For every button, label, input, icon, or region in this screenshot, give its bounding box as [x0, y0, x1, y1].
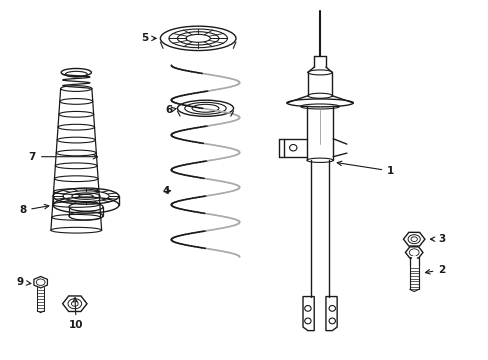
Text: 2: 2: [425, 265, 445, 275]
Text: 9: 9: [17, 277, 31, 287]
Text: 5: 5: [141, 33, 156, 43]
Text: 3: 3: [429, 234, 445, 244]
Polygon shape: [325, 297, 336, 330]
Text: 10: 10: [69, 298, 83, 330]
Text: 8: 8: [19, 204, 49, 216]
Polygon shape: [303, 297, 314, 330]
Text: 1: 1: [337, 161, 394, 176]
Text: 7: 7: [29, 152, 98, 162]
Text: 6: 6: [165, 105, 176, 115]
Text: 4: 4: [163, 186, 170, 196]
